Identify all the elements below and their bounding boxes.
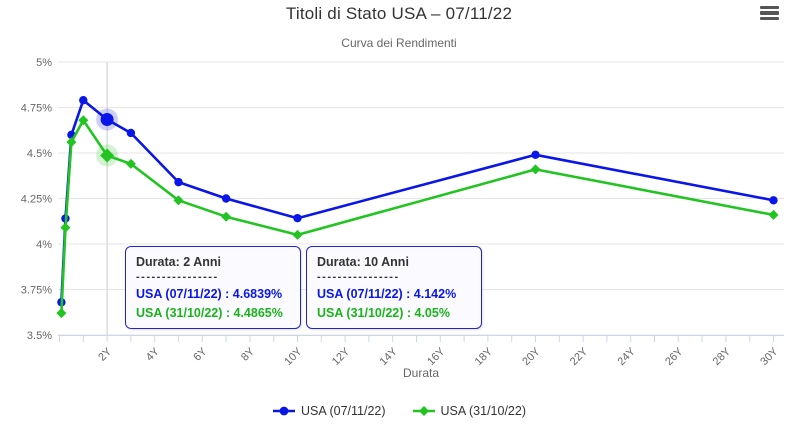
x-axis-label: 8Y — [239, 345, 257, 363]
tooltip-10-anni: Durata: 10 Anni ---------------- USA (07… — [306, 246, 482, 329]
x-axis-label: 4Y — [144, 345, 162, 363]
point-1-3M[interactable] — [60, 222, 71, 233]
point-1-5Y[interactable] — [173, 195, 184, 206]
point-1-20Y[interactable] — [530, 164, 541, 175]
legend: USA (07/11/22) USA (31/10/22) — [0, 404, 798, 418]
menu-bar — [760, 16, 779, 20]
x-axis-label: 16Y — [425, 345, 448, 368]
x-axis-label: 2Y — [96, 345, 114, 363]
tooltip-value-green: USA (31/10/22) : 4.05% — [317, 305, 450, 320]
point-1-2Y[interactable] — [100, 148, 115, 163]
y-axis-label: 5% — [36, 57, 52, 69]
y-axis-label: 4.5% — [27, 148, 52, 160]
point-0-20Y[interactable] — [531, 150, 540, 160]
y-axis-label: 3.75% — [21, 285, 52, 297]
legend-label: USA (31/10/22) — [440, 404, 526, 418]
x-axis-label: 18Y — [473, 345, 496, 368]
hamburger-menu-icon[interactable] — [760, 6, 779, 20]
point-0-1Y[interactable] — [79, 96, 88, 105]
point-0-5Y[interactable] — [174, 177, 183, 187]
x-axis-label: 22Y — [568, 345, 591, 368]
x-axis-label: 26Y — [663, 345, 686, 368]
tooltip-value-blue: USA (07/11/22) : 4.6839% — [136, 286, 283, 301]
x-axis-label: 10Y — [282, 345, 305, 368]
x-axis-label: 14Y — [377, 345, 400, 368]
point-0-10Y[interactable] — [293, 213, 302, 223]
legend-label: USA (07/11/22) — [300, 404, 386, 418]
legend-marker-circle-icon — [272, 406, 295, 416]
tooltip-divider: ---------------- — [136, 270, 219, 283]
point-1-3Y[interactable] — [125, 158, 136, 169]
point-0-30Y[interactable] — [769, 196, 778, 205]
legend-item-usa-311022[interactable]: USA (31/10/22) — [412, 404, 526, 418]
point-1-1M[interactable] — [56, 308, 67, 319]
menu-bar — [760, 11, 779, 15]
x-axis-label: 30Y — [758, 345, 781, 368]
y-axis-label: 4.25% — [21, 194, 52, 206]
tooltip-divider: ---------------- — [317, 270, 400, 283]
x-axis-label: 6Y — [191, 345, 209, 363]
y-axis-label: 4% — [36, 239, 52, 251]
point-0-3Y[interactable] — [126, 128, 136, 138]
legend-marker-diamond-icon — [412, 406, 435, 416]
tooltip-value-blue: USA (07/11/22) : 4.142% — [317, 286, 457, 301]
point-1-1Y[interactable] — [78, 115, 89, 126]
point-1-10Y[interactable] — [292, 229, 303, 240]
point-1-30Y[interactable] — [768, 209, 779, 220]
tooltip-value-green: USA (31/10/22) : 4.4865% — [136, 305, 283, 320]
tooltip-title: Durata: 2 Anni — [136, 255, 221, 269]
point-1-7Y[interactable] — [221, 211, 232, 222]
x-axis-label: 28Y — [711, 345, 734, 368]
point-0-7Y[interactable] — [221, 194, 231, 203]
x-axis-label: 20Y — [520, 345, 543, 368]
y-axis-label: 4.75% — [21, 103, 52, 115]
chart-title: Titoli di Stato USA – 07/11/22 — [285, 4, 513, 23]
x-axis-title: Durata — [402, 366, 440, 380]
x-axis-label: 24Y — [615, 345, 638, 368]
tooltip-title: Durata: 10 Anni — [317, 255, 409, 269]
legend-item-usa-071122[interactable]: USA (07/11/22) — [272, 404, 386, 418]
point-1-6M[interactable] — [66, 137, 77, 148]
y-axis-label: 3.5% — [27, 330, 52, 342]
x-axis-label: 12Y — [330, 345, 353, 368]
point-0-2Y[interactable] — [100, 113, 114, 127]
menu-bar — [760, 6, 779, 10]
tooltip-2-anni: Durata: 2 Anni ---------------- USA (07/… — [125, 246, 301, 329]
chart-subtitle: Curva dei Rendimenti — [341, 36, 457, 50]
